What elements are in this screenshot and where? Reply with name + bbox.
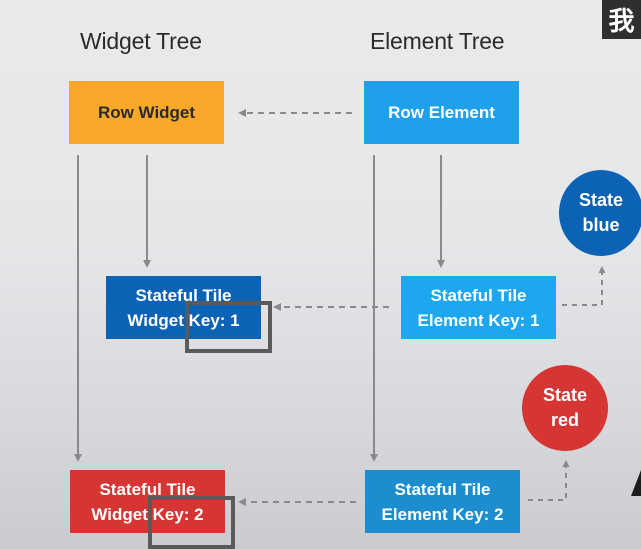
row-widget-node: Row Widget [69, 81, 224, 144]
widget-tree-title: Widget Tree [80, 28, 202, 54]
state-red-node: State red [522, 365, 608, 451]
tile2-element-to-state-red-ref [528, 460, 570, 501]
edge-pointer-shape [631, 470, 641, 496]
row-element-node: Row Element [364, 81, 519, 144]
watermark-logo: 我 [602, 0, 641, 39]
key-1-highlight-frame [185, 301, 272, 353]
tile1-element-to-state-blue-ref [562, 266, 606, 306]
state-blue-node: State blue [559, 170, 641, 256]
stateful-tile-element-1-node: Stateful Tile Element Key: 1 [401, 276, 556, 339]
element-tree-title: Element Tree [370, 28, 505, 54]
stateful-tile-element-2-node: Stateful Tile Element Key: 2 [365, 470, 520, 533]
stateful-tile-widget-1-node: Stateful Tile Widget Key: 1 [106, 276, 261, 339]
stateful-tile-widget-2-node: Stateful Tile Widget Key: 2 [70, 470, 225, 533]
key-2-highlight-frame [148, 496, 235, 549]
